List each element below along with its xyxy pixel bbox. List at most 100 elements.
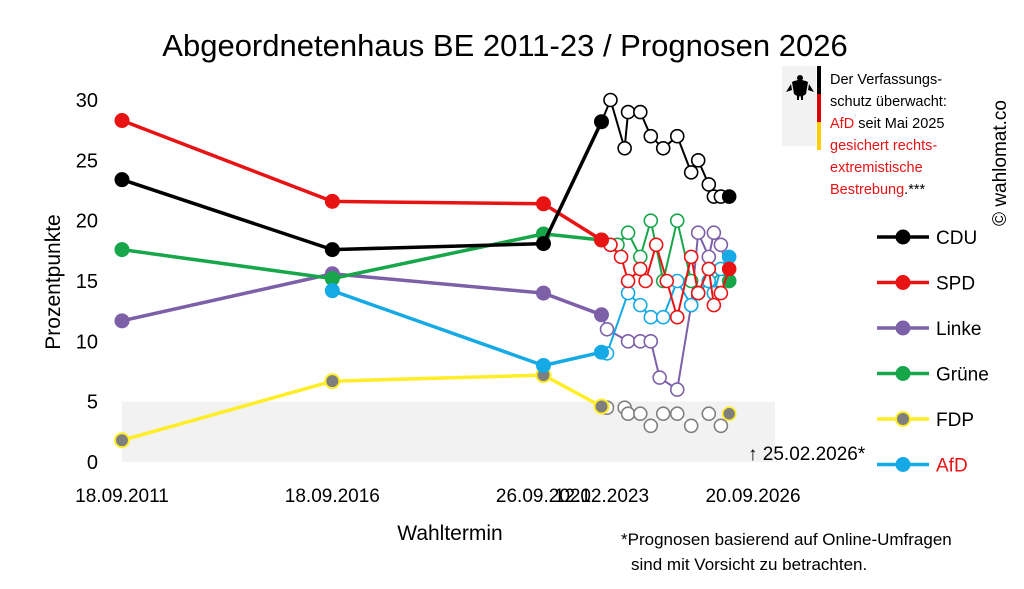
poll-point-cdu xyxy=(690,153,706,168)
vs-line-2: schutz überwacht: xyxy=(830,94,947,110)
poll-date-annotation: ↑ 25.02.2026* xyxy=(748,444,866,465)
poll-point-cdu xyxy=(669,128,685,144)
y-tick-label: 5 xyxy=(87,392,98,414)
poll-point-linke xyxy=(652,370,667,385)
y-tick-label: 10 xyxy=(76,331,98,353)
legend-marker xyxy=(895,411,911,427)
poll-point-cdu xyxy=(721,189,737,204)
x-axis-ticks: 18.09.2011 18.09.2016 26.09.202112.02.2023… xyxy=(75,486,800,507)
poll-point-spd xyxy=(690,285,706,301)
verfassungsschutz-box: Der Verfassungs- schutz überwacht: AfD s… xyxy=(782,66,947,198)
poll-point-afd xyxy=(632,297,648,313)
poll-point-grüne xyxy=(620,225,636,241)
legend-label-cdu: CDU xyxy=(936,228,977,249)
legend: CDU SPD Linke Grüne FDP AfD xyxy=(877,228,989,477)
poll-point-spd xyxy=(648,237,664,253)
poll-point-afd xyxy=(620,285,636,301)
poll-point-cdu xyxy=(643,128,659,144)
election-point-cdu xyxy=(535,236,551,252)
series-cdu xyxy=(114,92,737,258)
flag-stripe-red xyxy=(817,94,821,122)
legend-marker xyxy=(895,366,911,381)
election-point-linke xyxy=(593,307,609,323)
series-fdp xyxy=(114,367,737,449)
poll-point-cdu xyxy=(701,177,717,192)
poll-point-spd xyxy=(632,261,648,277)
poll-point-spd xyxy=(713,285,729,301)
election-point-fdp xyxy=(593,398,610,415)
y-tick-label: 30 xyxy=(76,90,98,112)
poll-point-linke xyxy=(669,382,685,397)
poll-point-linke xyxy=(599,321,615,337)
poll-point-cdu xyxy=(620,104,636,120)
y-tick-label: 25 xyxy=(76,150,98,172)
election-line-linke xyxy=(121,272,603,323)
poll-point-fdp xyxy=(713,418,729,434)
poll-point-fdp xyxy=(701,406,717,422)
poll-point-spd xyxy=(659,273,675,289)
poll-point-cdu xyxy=(617,140,632,156)
poll-point-afd xyxy=(655,309,671,325)
poll-point-grüne xyxy=(643,213,659,228)
poll-point-grüne xyxy=(669,213,685,228)
election-point-cdu xyxy=(324,242,340,258)
bundesadler-icon xyxy=(786,75,814,100)
footnote-line-2: sind mit Vorsicht zu betrachten. xyxy=(631,555,867,574)
series-layer xyxy=(114,92,737,449)
poll-point-spd xyxy=(669,309,685,325)
poll-point-spd xyxy=(683,249,699,265)
vs-line-3-rest: seit Mai 2025 xyxy=(854,116,944,132)
watermark: © wahlomat.co xyxy=(990,100,1011,226)
poll-point-fdp xyxy=(683,418,699,434)
poll-point-linke xyxy=(706,225,722,241)
legend-label-linke: Linke xyxy=(936,319,981,340)
poll-point-spd xyxy=(638,273,653,289)
poll-point-fdp xyxy=(620,406,636,422)
election-point-fdp xyxy=(114,432,130,449)
poll-point-linke xyxy=(620,334,636,349)
x-tick-label: 18.09.2011 xyxy=(75,486,169,507)
flag-stripe-black xyxy=(817,66,821,94)
election-point-afd xyxy=(593,344,609,360)
election-point-grüne xyxy=(114,242,130,258)
election-point-fdp xyxy=(324,373,341,390)
election-point-spd xyxy=(114,113,130,129)
vs-line-3: AfD seit Mai 2025 xyxy=(830,116,944,132)
election-point-afd xyxy=(324,283,340,299)
legend-label-spd: SPD xyxy=(936,274,975,295)
footnote-line-1: *Prognosen basierend auf Online-Umfragen xyxy=(621,530,952,549)
poll-point-cdu xyxy=(632,104,648,120)
vs-line-4: gesichert rechts- xyxy=(830,138,937,154)
poll-point-cdu xyxy=(655,140,671,156)
poll-point-cdu xyxy=(603,92,618,108)
election-point-cdu xyxy=(593,114,609,130)
election-point-linke xyxy=(114,313,130,329)
election-point-linke xyxy=(535,285,551,301)
legend-marker xyxy=(895,229,911,245)
election-point-cdu xyxy=(114,172,130,188)
vs-line-6-rest: .*** xyxy=(904,182,925,198)
election-line-cdu xyxy=(121,120,604,252)
poll-point-afd xyxy=(683,297,699,313)
x-tick-label: 20.09.2026 xyxy=(705,486,800,507)
legend-marker xyxy=(895,457,911,472)
poll-point-spd xyxy=(706,297,722,313)
poll-point-cdu xyxy=(683,165,699,180)
election-point-spd xyxy=(535,196,551,212)
y-tick-label: 0 xyxy=(87,452,98,474)
legend-label-fdp: FDP xyxy=(936,410,974,431)
vs-line-5: extremistische xyxy=(830,160,923,176)
legend-marker xyxy=(895,275,911,290)
x-tick-label: 12.02.2023 xyxy=(554,486,649,507)
election-line-grüne xyxy=(121,232,602,281)
vs-line-6: Bestrebung.*** xyxy=(830,182,925,198)
poll-point-fdp xyxy=(721,406,737,422)
poll-point-fdp xyxy=(669,406,685,422)
flag-stripe-gold xyxy=(817,122,821,150)
vs-line-3-party: AfD xyxy=(830,116,854,132)
election-point-spd xyxy=(593,232,609,248)
election-line-fdp xyxy=(121,373,603,442)
poll-point-spd xyxy=(620,273,636,289)
x-axis-label: Wahltermin xyxy=(397,522,502,545)
election-point-spd xyxy=(324,193,340,209)
